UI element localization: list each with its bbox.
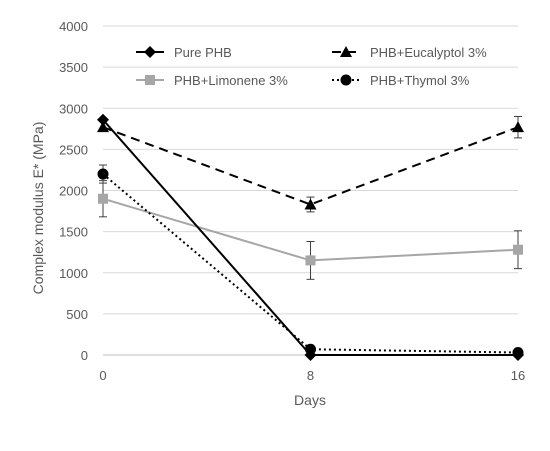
y-tick-label: 1500 — [59, 225, 88, 240]
legend-item: PHB+Limonene 3% — [136, 73, 288, 88]
data-point — [97, 113, 109, 126]
y-tick-label: 0 — [81, 348, 88, 363]
y-tick-label: 1000 — [59, 266, 88, 281]
series-layer — [97, 113, 524, 361]
data-point — [512, 349, 524, 361]
y-tick-label: 2500 — [59, 142, 88, 157]
legend-item: PHB+Eucalyptol 3% — [332, 45, 487, 60]
y-tick-label: 3500 — [59, 60, 88, 75]
y-tick-label: 2000 — [59, 184, 88, 199]
legend-item: Pure PHB — [136, 45, 232, 60]
x-tick-label: 0 — [99, 368, 106, 383]
y-axis-title: Complex modulus E* (MPa) — [30, 122, 46, 295]
y-tick-label: 500 — [66, 307, 88, 322]
legend-label: PHB+Limonene 3% — [174, 73, 288, 88]
legend-label: PHB+Thymol 3% — [370, 73, 470, 88]
data-point — [97, 168, 109, 180]
data-point — [512, 121, 524, 133]
data-point — [305, 255, 316, 266]
axis-layer: 0 500 1000 1500 2000 2500 3000 3500 4000 0 8 16 — [59, 19, 525, 383]
x-tick-label: 16 — [511, 368, 525, 383]
legend: Pure PHB PHB+Eucalyptol 3% PHB+Limonene 3%… — [136, 45, 487, 88]
y-tick-label: 4000 — [59, 19, 88, 34]
legend-swatch-marker — [145, 75, 155, 85]
x-axis-title: Days — [294, 392, 326, 408]
y-tick-label: 3000 — [59, 101, 88, 116]
data-point — [513, 244, 523, 255]
data-point — [304, 349, 317, 361]
series-2 — [97, 115, 524, 213]
legend-swatch-marker — [144, 46, 156, 58]
data-point — [97, 121, 109, 133]
data-point — [304, 198, 317, 210]
data-point — [98, 193, 108, 204]
legend-label: Pure PHB — [174, 45, 232, 60]
legend-swatch-marker — [340, 74, 352, 86]
x-tick-label: 8 — [307, 368, 314, 383]
series-1 — [97, 113, 524, 361]
legend-label: PHB+Eucalyptol 3% — [370, 45, 487, 60]
legend-item: PHB+Thymol 3% — [332, 73, 470, 88]
legend-swatch-marker — [340, 46, 352, 57]
